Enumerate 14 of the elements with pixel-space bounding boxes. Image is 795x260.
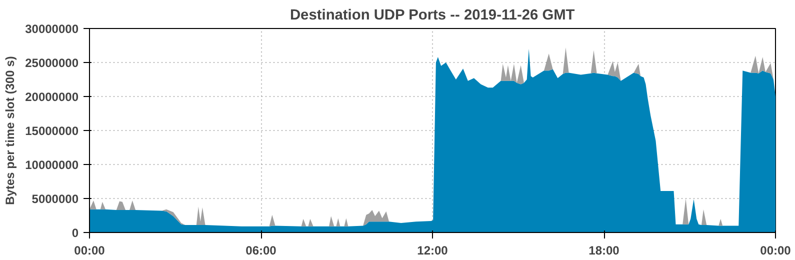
y-tick-label: 15000000 (25, 124, 79, 138)
x-tick-label: 00:00 (74, 244, 106, 258)
x-tick-label: 06:00 (246, 244, 277, 258)
y-tick-label: 25000000 (25, 56, 79, 70)
y-tick-label: 10000000 (25, 158, 79, 172)
chart-title: Destination UDP Ports -- 2019-11-26 GMT (290, 8, 575, 24)
x-tick-label: 18:00 (588, 244, 620, 258)
y-tick-label: 0 (72, 226, 79, 240)
y-tick-label: 30000000 (25, 22, 79, 36)
y-tick-label: 20000000 (25, 90, 79, 104)
x-tick-label: 00:00 (760, 244, 792, 258)
x-tick-label: 12:00 (417, 244, 448, 258)
y-axis-title: Bytes per time slot (300 s) (3, 56, 18, 205)
y-tick-label: 5000000 (32, 192, 79, 206)
